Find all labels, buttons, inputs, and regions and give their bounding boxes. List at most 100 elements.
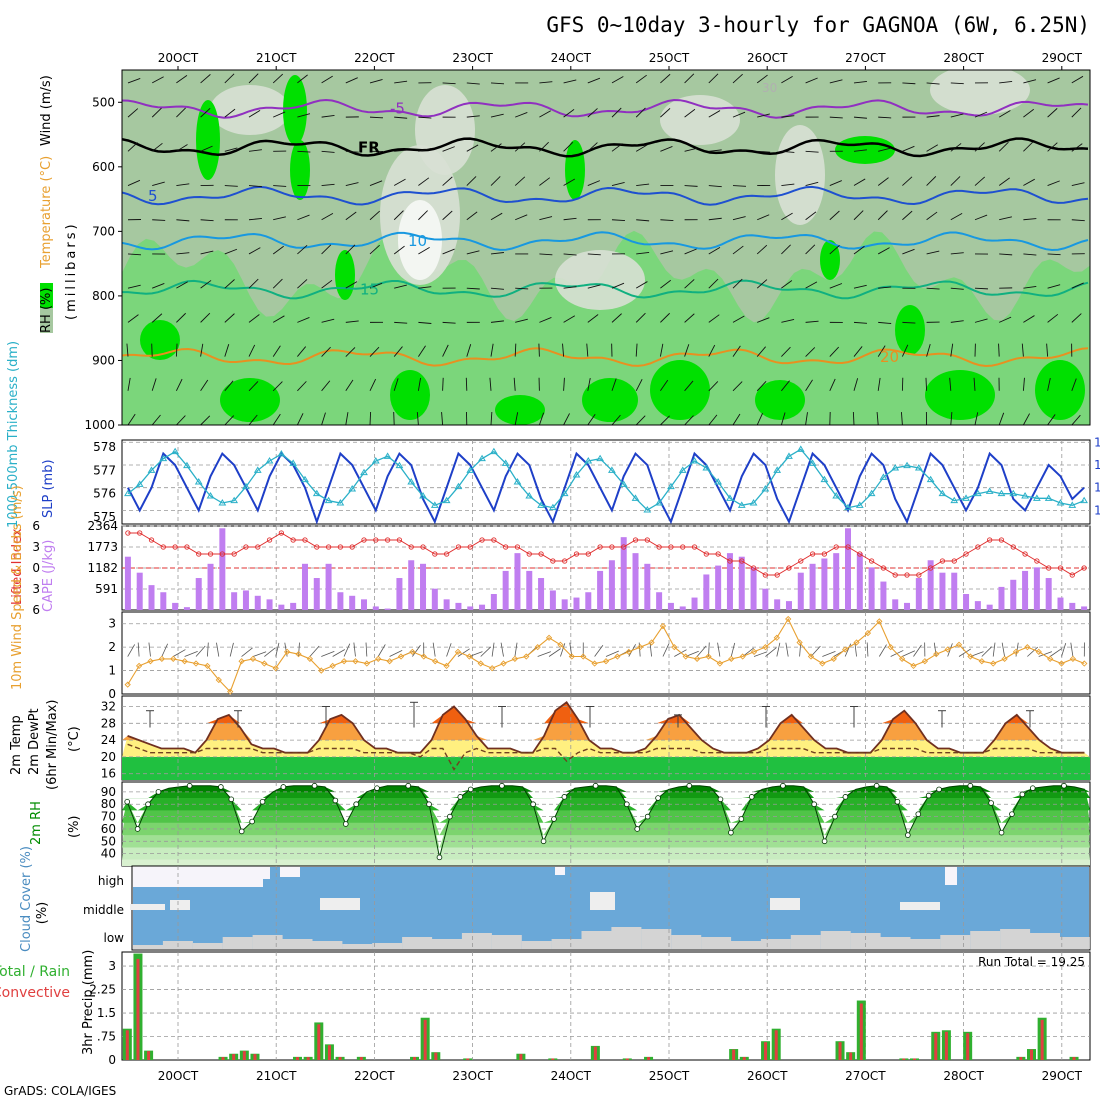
cape-bar bbox=[1069, 602, 1076, 610]
wind-barb bbox=[345, 347, 356, 357]
temp-fill-hot bbox=[122, 702, 1090, 724]
wind10m-point bbox=[671, 644, 678, 651]
lifted-index-point bbox=[597, 544, 603, 550]
wind10m-point bbox=[466, 653, 473, 660]
wind-barb bbox=[950, 320, 964, 323]
cape-bar bbox=[809, 563, 816, 610]
wind-barb bbox=[514, 343, 517, 357]
wind-barb bbox=[562, 343, 565, 357]
wind-barb bbox=[902, 321, 916, 324]
wind10m-point bbox=[887, 644, 894, 651]
wind-barb bbox=[248, 247, 261, 255]
low-cloud-gap bbox=[611, 927, 642, 949]
cape-bar bbox=[691, 597, 698, 610]
thickness-point bbox=[808, 459, 817, 466]
wind10m-point bbox=[842, 646, 849, 653]
thickness-point bbox=[690, 457, 699, 464]
lifted-index-point bbox=[314, 544, 320, 550]
wind10m-barb bbox=[241, 647, 253, 657]
wind-barb bbox=[684, 344, 690, 357]
wind-barb bbox=[1047, 284, 1061, 289]
cape-tick: 591 bbox=[95, 582, 118, 596]
wind-barb bbox=[127, 108, 139, 118]
wind-barb bbox=[635, 281, 648, 289]
wind10m-point bbox=[967, 653, 974, 660]
wind-barb bbox=[248, 218, 262, 221]
precip-convective-bar bbox=[147, 1051, 151, 1060]
humid-patch bbox=[290, 140, 310, 200]
thickness-point bbox=[230, 496, 239, 504]
wind-barb bbox=[272, 245, 284, 255]
rh2m-point bbox=[1061, 782, 1067, 789]
lifted-index-point bbox=[904, 572, 910, 578]
wind-barb bbox=[853, 81, 867, 84]
thickness-point bbox=[147, 466, 156, 473]
pressure-tick: 500 bbox=[92, 95, 115, 109]
wind-barb bbox=[176, 312, 186, 323]
thickness-point bbox=[997, 489, 1006, 497]
bottom-date-tick: 28OCT bbox=[943, 1069, 984, 1083]
wind-barb bbox=[877, 210, 888, 221]
thickness-point bbox=[466, 466, 475, 473]
lifted-index-point bbox=[526, 551, 532, 557]
wind-barb bbox=[345, 281, 358, 289]
li-tick: 0 bbox=[32, 561, 40, 575]
temp-tick: 24 bbox=[101, 733, 116, 747]
wind-barb bbox=[321, 412, 326, 425]
lifted-index-point bbox=[1069, 572, 1075, 578]
cape-bar bbox=[833, 553, 840, 610]
wind10m-barb bbox=[730, 642, 736, 657]
wind-barb bbox=[660, 108, 671, 118]
cape-bar bbox=[526, 570, 533, 610]
wind10m-point bbox=[352, 658, 359, 665]
wind-barb bbox=[490, 82, 504, 85]
lifted-index-point bbox=[207, 551, 214, 557]
precip-convective-bar bbox=[434, 1052, 438, 1060]
wind-barb bbox=[805, 150, 819, 153]
wind-barb bbox=[950, 213, 963, 221]
cape-bar bbox=[845, 528, 851, 610]
wind-barb bbox=[853, 378, 859, 391]
cape-bar bbox=[573, 597, 580, 610]
wind10m-point bbox=[1069, 655, 1077, 662]
wind-barb bbox=[1023, 285, 1037, 289]
rh2m-point bbox=[353, 801, 359, 808]
thickness-point bbox=[773, 466, 782, 473]
cross-section-panel: -5 FR 5 10 15 20 30 500 600 700 800 900 1000 RH (%)… bbox=[39, 69, 1091, 432]
wind-barb bbox=[394, 149, 408, 152]
cape-bar bbox=[372, 606, 379, 610]
rh2m-point bbox=[592, 782, 599, 789]
wind-barb bbox=[950, 252, 964, 255]
wind10m-point bbox=[796, 639, 803, 646]
thickness-point bbox=[454, 482, 463, 490]
wind-barb bbox=[781, 115, 795, 118]
cape-bar bbox=[1081, 606, 1088, 610]
precip-tick: 0 bbox=[108, 1053, 116, 1067]
lifted-index-point bbox=[963, 551, 969, 557]
thickness-point bbox=[206, 492, 215, 499]
high-cloud-gap bbox=[555, 867, 565, 875]
wind-barb bbox=[393, 245, 405, 255]
wind-barb bbox=[902, 248, 915, 255]
wind-barb bbox=[1071, 219, 1085, 222]
pressure-tick: 800 bbox=[92, 289, 115, 303]
wind-barb bbox=[660, 279, 672, 289]
temp-fill-mild bbox=[122, 702, 1090, 757]
thickness-point bbox=[1080, 496, 1088, 504]
thickness-point bbox=[714, 478, 723, 485]
cape-bar bbox=[608, 560, 615, 610]
thickness-point bbox=[501, 459, 510, 466]
wind10m-point bbox=[397, 653, 405, 660]
lifted-index-point bbox=[951, 558, 957, 564]
cape-bar bbox=[561, 599, 568, 610]
lifted-index-point bbox=[1022, 551, 1028, 557]
wind10m-barb bbox=[343, 643, 351, 657]
lifted-index-point bbox=[196, 551, 202, 557]
wind-barb bbox=[297, 346, 307, 357]
wind-barb bbox=[611, 378, 617, 391]
wind10m-barb bbox=[560, 643, 566, 657]
wind-barb bbox=[297, 113, 311, 118]
wind-barb bbox=[151, 313, 163, 323]
wind10m-barb bbox=[173, 649, 186, 657]
thickness-point bbox=[183, 461, 191, 469]
